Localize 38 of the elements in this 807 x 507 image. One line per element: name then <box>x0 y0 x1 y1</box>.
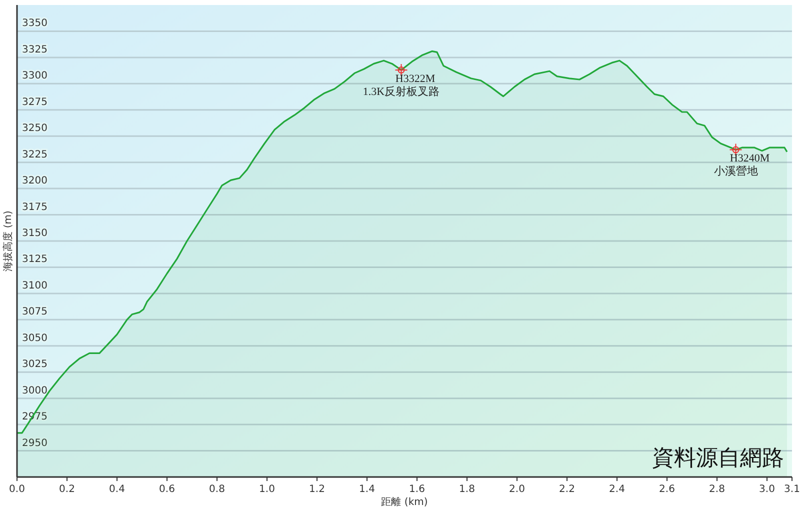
x-tick-label: 0.6 <box>159 484 175 495</box>
x-tick-label: 1.8 <box>459 484 475 495</box>
y-tick-label: 3175 <box>22 202 48 213</box>
y-tick-label: 3150 <box>22 228 48 239</box>
x-tick-label: 1.6 <box>409 484 425 495</box>
x-tick-label: 2.6 <box>659 484 675 495</box>
y-tick-label: 3075 <box>22 306 48 318</box>
x-tick-label: 0.2 <box>59 484 75 495</box>
x-tick-label: 3.1 <box>784 484 800 495</box>
annotation: H3240M 小溪營地 <box>714 152 770 178</box>
x-tick-label: 2.4 <box>609 484 625 495</box>
y-tick-label: 3225 <box>22 149 48 160</box>
y-tick-label: 3000 <box>22 385 48 396</box>
x-tick-label: 0.4 <box>109 484 125 495</box>
x-tick-label: 2.2 <box>559 484 575 495</box>
y-tick-label: 3325 <box>22 44 48 56</box>
y-tick-label: 3250 <box>22 123 48 134</box>
y-tick-label: 3025 <box>22 359 48 370</box>
y-tick-label: 3275 <box>22 96 48 108</box>
x-tick-label: 0.8 <box>209 484 225 495</box>
y-tick-label: 2950 <box>22 438 48 449</box>
annotation: 資料源自網路 <box>652 446 784 471</box>
x-axis-title: 距離 (km) <box>381 496 428 507</box>
y-tick-label: 3050 <box>22 332 48 344</box>
x-tick-label: 3.0 <box>759 484 775 495</box>
x-tick-label: 2.0 <box>509 484 525 495</box>
x-tick-label: 0.0 <box>9 484 25 495</box>
y-axis-title: 海拔高度 (m) <box>2 210 14 272</box>
y-tick-label: 3200 <box>22 176 48 187</box>
y-tick-label: 3300 <box>22 70 48 82</box>
annotation: H3322M 1.3K反射板叉路 <box>362 73 440 98</box>
y-tick-label: 3125 <box>22 254 48 266</box>
x-tick-label: 1.0 <box>259 484 275 495</box>
x-tick-label: 1.2 <box>309 484 325 495</box>
x-tick-label: 1.4 <box>359 484 375 495</box>
y-tick-label: 3350 <box>22 18 48 30</box>
x-tick-label: 2.8 <box>709 484 725 495</box>
y-tick-label: 3100 <box>22 280 48 292</box>
